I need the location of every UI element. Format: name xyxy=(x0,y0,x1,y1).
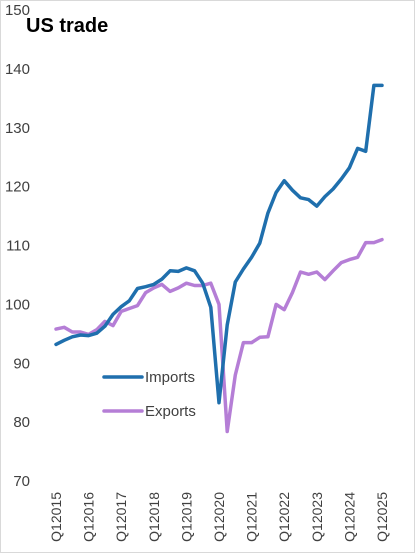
series-line-imports xyxy=(54,83,384,405)
y-tick-label: 120 xyxy=(5,179,30,196)
y-tick-label: 90 xyxy=(13,355,30,372)
x-tick-label: Q12019 xyxy=(178,492,194,542)
legend-label-imports: Imports xyxy=(145,369,195,386)
x-tick-label: Q12015 xyxy=(48,492,64,542)
x-tick-label: Q12017 xyxy=(113,492,129,542)
series-line-exports xyxy=(54,237,384,434)
legend: Imports Exports xyxy=(102,369,196,420)
x-tick-label: Q12021 xyxy=(244,492,260,542)
y-tick-label: 70 xyxy=(13,473,30,490)
y-tick-label: 100 xyxy=(5,296,30,313)
y-tick-label: 110 xyxy=(6,238,30,255)
y-tick-label: 130 xyxy=(5,120,30,137)
y-axis: 70 80 90 100 110 120 130 140 150 xyxy=(5,2,30,490)
x-tick-label: Q12016 xyxy=(81,492,97,542)
y-tick-label: 140 xyxy=(5,61,30,78)
x-tick-label: Q12022 xyxy=(276,492,292,542)
legend-label-exports: Exports xyxy=(145,403,196,420)
x-tick-label: Q12023 xyxy=(309,492,325,542)
x-tick-label: Q12020 xyxy=(211,492,227,542)
x-axis: Q12015 Q12016 Q12017 Q12018 Q12019 Q12020 Q120… xyxy=(48,492,390,542)
y-tick-label: 80 xyxy=(13,414,30,431)
x-tick-label: Q12018 xyxy=(146,492,162,542)
y-tick-label: 150 xyxy=(5,2,30,19)
x-tick-label: Q12024 xyxy=(341,492,357,542)
plot-area xyxy=(54,83,384,434)
chart-title: US trade xyxy=(26,15,108,37)
x-tick-label: Q12025 xyxy=(374,492,390,542)
